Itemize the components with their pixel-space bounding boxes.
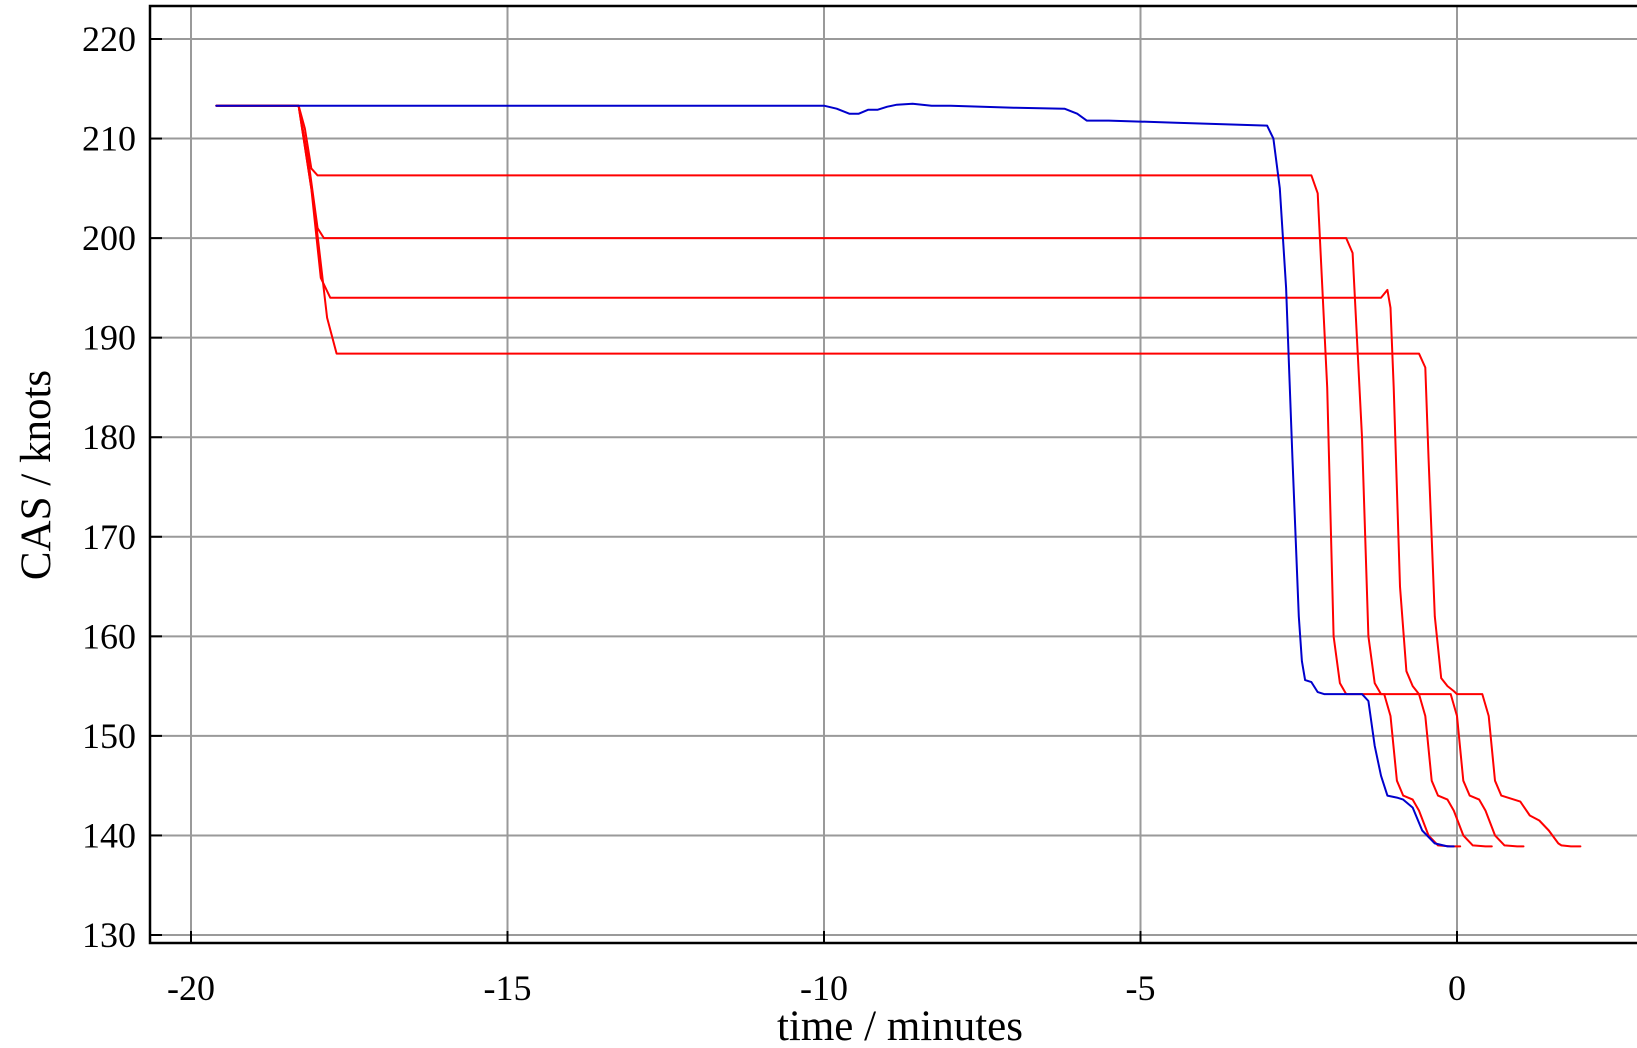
y-tick-label: 220: [82, 19, 136, 59]
y-tick-label: 190: [82, 318, 136, 358]
y-tick-label: 150: [82, 716, 136, 756]
blue-series-line: [215, 102, 1455, 848]
x-tick-label: -5: [1126, 968, 1156, 1008]
x-tick-label: -10: [800, 968, 848, 1008]
y-tick-label: 140: [82, 815, 136, 855]
red-series-line: [215, 104, 1525, 848]
x-tick-label: -15: [484, 968, 532, 1008]
y-tick-label: 170: [82, 517, 136, 557]
x-axis-label: time / minutes: [777, 1003, 1023, 1048]
tick-layer: -20 -15 -10 -5 0 130 140 150 160 170 180 190 200 210 2…: [82, 19, 1466, 1008]
plot-frame: [148, 4, 1637, 945]
x-tick-label: 0: [1448, 968, 1466, 1008]
y-axis-label: CAS / knots: [13, 370, 60, 580]
y-tick-label: 200: [82, 218, 136, 258]
y-tick-label: 130: [82, 915, 136, 955]
series-layer: [215, 102, 1582, 848]
x-tick-label: -20: [167, 968, 215, 1008]
y-tick-label: 180: [82, 417, 136, 457]
y-tick-label: 210: [82, 119, 136, 159]
red-series-line: [215, 104, 1582, 848]
y-tick-label: 160: [82, 616, 136, 656]
red-series-line: [215, 104, 1493, 848]
